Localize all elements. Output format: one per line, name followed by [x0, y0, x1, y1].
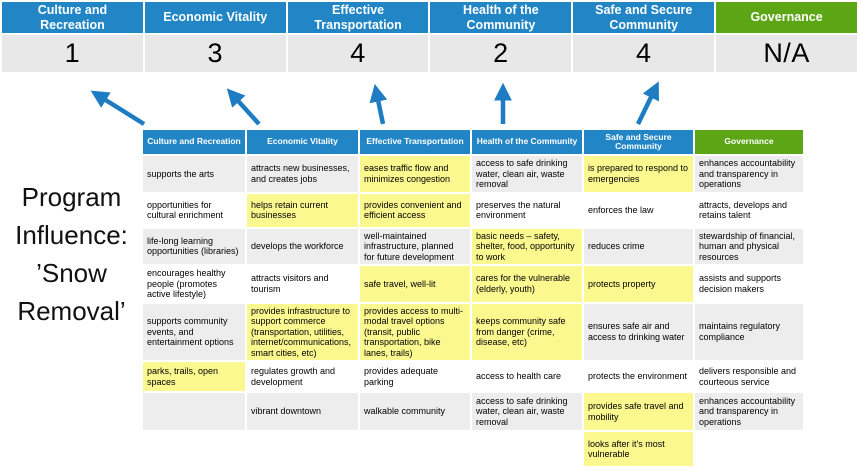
- matrix-row: opportunities for cultural enrichment hel…: [143, 193, 803, 227]
- matrix-cell: stewardship of financial, human and phys…: [695, 228, 803, 264]
- priority-header-health-of-the-community: Health of the Community: [430, 2, 572, 33]
- matrix-cell: regulates growth and development: [247, 362, 358, 391]
- matrix-cell: [247, 432, 358, 466]
- matrix-column-header-safe-and-secure-community: Safe and Secure Community: [584, 130, 693, 154]
- matrix-cell-highlighted: protects property: [584, 266, 693, 302]
- matrix-row: supports community events, and entertain…: [143, 303, 803, 360]
- matrix-cell-highlighted: provides access to multi-modal travel op…: [360, 303, 470, 360]
- matrix-cell-highlighted: basic needs – safety, shelter, food, opp…: [472, 228, 582, 264]
- influence-matrix: Culture and Recreation Economic Vitality E…: [141, 128, 805, 468]
- matrix-cell: attracts, develops and retains talent: [695, 193, 803, 227]
- priority-header-culture-and-recreation: Culture and Recreation: [2, 2, 143, 33]
- matrix-row: vibrant downtown walkable community access…: [143, 393, 803, 430]
- matrix-cell: maintains regulatory compliance: [695, 303, 803, 360]
- matrix-cell-highlighted: parks, trails, open spaces: [143, 362, 245, 391]
- matrix-cell: [360, 432, 470, 466]
- matrix-cell: provides adequate parking: [360, 362, 470, 391]
- matrix-cell: [695, 432, 803, 466]
- score-economic-vitality: 3: [144, 35, 286, 72]
- matrix-row: encourages healthy people (promotes acti…: [143, 266, 803, 302]
- priority-header-effective-transportation: Effective Transportation: [287, 2, 429, 33]
- influence-arrow: [90, 90, 146, 126]
- matrix-row: supports the arts attracts new businesses…: [143, 156, 803, 192]
- score-effective-transportation: 4: [287, 35, 429, 72]
- matrix-cell: access to safe drinking water, clean air…: [472, 393, 582, 430]
- matrix-cell: encourages healthy people (promotes acti…: [143, 266, 245, 302]
- matrix-cell-highlighted: provides infrastructure to support comme…: [247, 303, 358, 360]
- matrix-cell: enforces the law: [584, 193, 693, 227]
- matrix-cell: [472, 432, 582, 466]
- matrix-column-header-governance: Governance: [695, 130, 803, 154]
- influence-arrow: [635, 81, 659, 125]
- matrix-cell: reduces crime: [584, 228, 693, 264]
- matrix-row: looks after it's most vulnerable: [143, 432, 803, 466]
- matrix-cell-highlighted: cares for the vulnerable (elderly, youth…: [472, 266, 582, 302]
- program-influence-line: Removal’: [17, 296, 126, 326]
- matrix-cell-highlighted: looks after it's most vulnerable: [584, 432, 693, 466]
- matrix-cell: life-long learning opportunities (librar…: [143, 228, 245, 264]
- matrix-cell: ensures safe air and access to drinking …: [584, 303, 693, 360]
- matrix-cell: attracts visitors and tourism: [247, 266, 358, 302]
- matrix-cell: supports community events, and entertain…: [143, 303, 245, 360]
- priority-header-safe-and-secure-community: Safe and Secure Community: [573, 2, 715, 33]
- matrix-cell: attracts new businesses, and creates job…: [247, 156, 358, 192]
- influence-arrow: [369, 83, 388, 125]
- matrix-row: parks, trails, open spaces regulates grow…: [143, 362, 803, 391]
- matrix-cell: [143, 393, 245, 430]
- matrix-cell-highlighted: eases traffic flow and minimizes congest…: [360, 156, 470, 192]
- matrix-cell-highlighted: safe travel, well-lit: [360, 266, 470, 302]
- matrix-cell: well-maintained infrastructure, planned …: [360, 228, 470, 264]
- matrix-cell: access to health care: [472, 362, 582, 391]
- score-culture-and-recreation: 1: [2, 35, 143, 72]
- matrix-cell: protects the environment: [584, 362, 693, 391]
- matrix-row: life-long learning opportunities (librar…: [143, 228, 803, 264]
- matrix-column-header-culture-and-recreation: Culture and Recreation: [143, 130, 245, 154]
- program-influence-label: Program Influence: ’Snow Removal’: [0, 178, 143, 330]
- priority-header-governance: Governance: [716, 2, 857, 33]
- matrix-cell: preserves the natural environment: [472, 193, 582, 227]
- matrix-cell: enhances accountability and transparency…: [695, 156, 803, 192]
- score-health-of-the-community: 2: [430, 35, 572, 72]
- matrix-column-header-economic-vitality: Economic Vitality: [247, 130, 358, 154]
- matrix-cell: assists and supports decision makers: [695, 266, 803, 302]
- matrix-cell-highlighted: keeps community safe from danger (crime,…: [472, 303, 582, 360]
- score-governance: N/A: [716, 35, 857, 72]
- matrix-cell: access to safe drinking water, clean air…: [472, 156, 582, 192]
- matrix-header-row: Culture and Recreation Economic Vitality E…: [143, 130, 803, 154]
- matrix-cell-highlighted: provides convenient and efficient access: [360, 193, 470, 227]
- program-influence-line: Program: [21, 182, 122, 212]
- score-safe-and-secure-community: 4: [573, 35, 715, 72]
- influence-arrows: [90, 81, 659, 126]
- matrix-cell: delivers responsible and courteous servi…: [695, 362, 803, 391]
- matrix-cell: enhances accountability and transparency…: [695, 393, 803, 430]
- matrix-column-header-effective-transportation: Effective Transportation: [360, 130, 470, 154]
- program-influence-line: Influence:: [15, 220, 128, 250]
- matrix-cell: walkable community: [360, 393, 470, 430]
- matrix-cell: [143, 432, 245, 466]
- matrix-cell: develops the workforce: [247, 228, 358, 264]
- matrix-cell-highlighted: helps retain current businesses: [247, 193, 358, 227]
- priority-scoreboard: Culture and Recreation Economic Vitality E…: [2, 2, 857, 72]
- matrix-cell: supports the arts: [143, 156, 245, 192]
- matrix-column-header-health-of-the-community: Health of the Community: [472, 130, 582, 154]
- priority-header-economic-vitality: Economic Vitality: [144, 2, 286, 33]
- matrix-cell-highlighted: provides safe travel and mobility: [584, 393, 693, 430]
- matrix-cell: opportunities for cultural enrichment: [143, 193, 245, 227]
- matrix-cell-highlighted: is prepared to respond to emergencies: [584, 156, 693, 192]
- influence-arrow: [226, 88, 261, 126]
- program-influence-line: ’Snow: [36, 258, 107, 288]
- matrix-cell: vibrant downtown: [247, 393, 358, 430]
